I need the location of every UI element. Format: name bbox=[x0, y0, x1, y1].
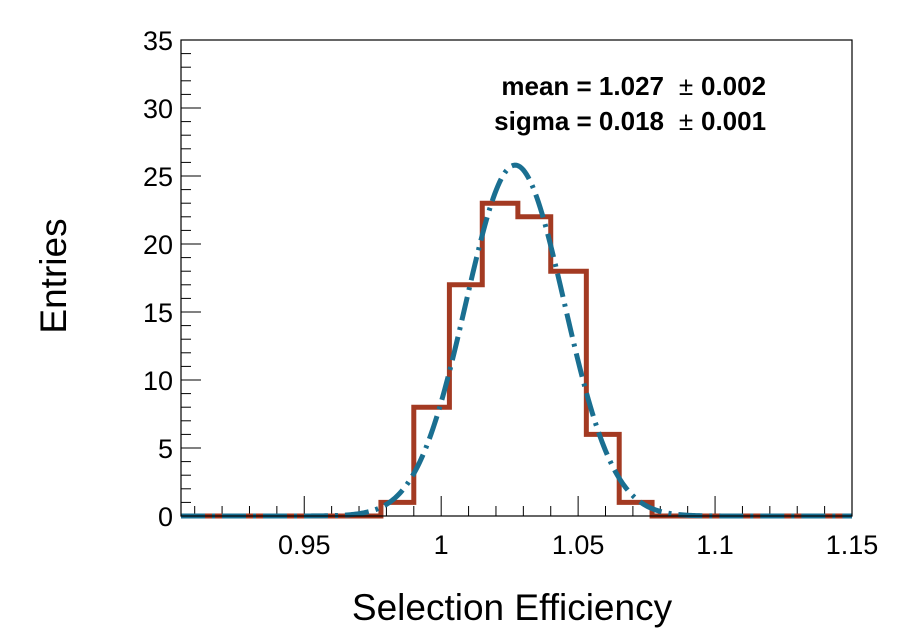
annotation-mean-pm: ± bbox=[679, 71, 693, 101]
x-tick-label: 1.1 bbox=[696, 530, 734, 560]
tick-labels: 0 5 10 15 20 25 30 35 0.95 1 1.05 1.1 1.15 bbox=[143, 26, 878, 560]
y-axis-title: Entries bbox=[33, 218, 74, 333]
x-tick-label: 1 bbox=[434, 530, 449, 560]
annotation-mean-error: 0.002 bbox=[701, 71, 766, 101]
y-tick-label: 0 bbox=[158, 502, 173, 532]
plot-frame bbox=[180, 39, 853, 517]
y-tick-label: 10 bbox=[143, 366, 173, 396]
x-tick-label: 0.95 bbox=[278, 530, 331, 560]
annotation-mean: mean = 1.027 bbox=[501, 71, 664, 101]
x-tick-label: 1.15 bbox=[826, 530, 879, 560]
histogram-series bbox=[181, 200, 852, 519]
fit-results-annotation: mean = 1.027 ± 0.002 sigma = 0.018 ± 0.0… bbox=[494, 71, 766, 136]
y-tick-label: 15 bbox=[143, 298, 173, 328]
y-tick-label: 20 bbox=[143, 230, 173, 260]
y-tick-label: 25 bbox=[143, 162, 173, 192]
y-tick-label: 5 bbox=[158, 434, 173, 464]
annotation-sigma-pm: ± bbox=[679, 106, 693, 136]
annotation-sigma: sigma = 0.018 bbox=[494, 106, 664, 136]
x-axis-title: Selection Efficiency bbox=[352, 587, 673, 628]
x-tick-label: 1.05 bbox=[552, 530, 605, 560]
y-tick-label: 30 bbox=[143, 94, 173, 124]
annotation-sigma-error: 0.001 bbox=[701, 106, 766, 136]
y-tick-label: 35 bbox=[143, 26, 173, 56]
